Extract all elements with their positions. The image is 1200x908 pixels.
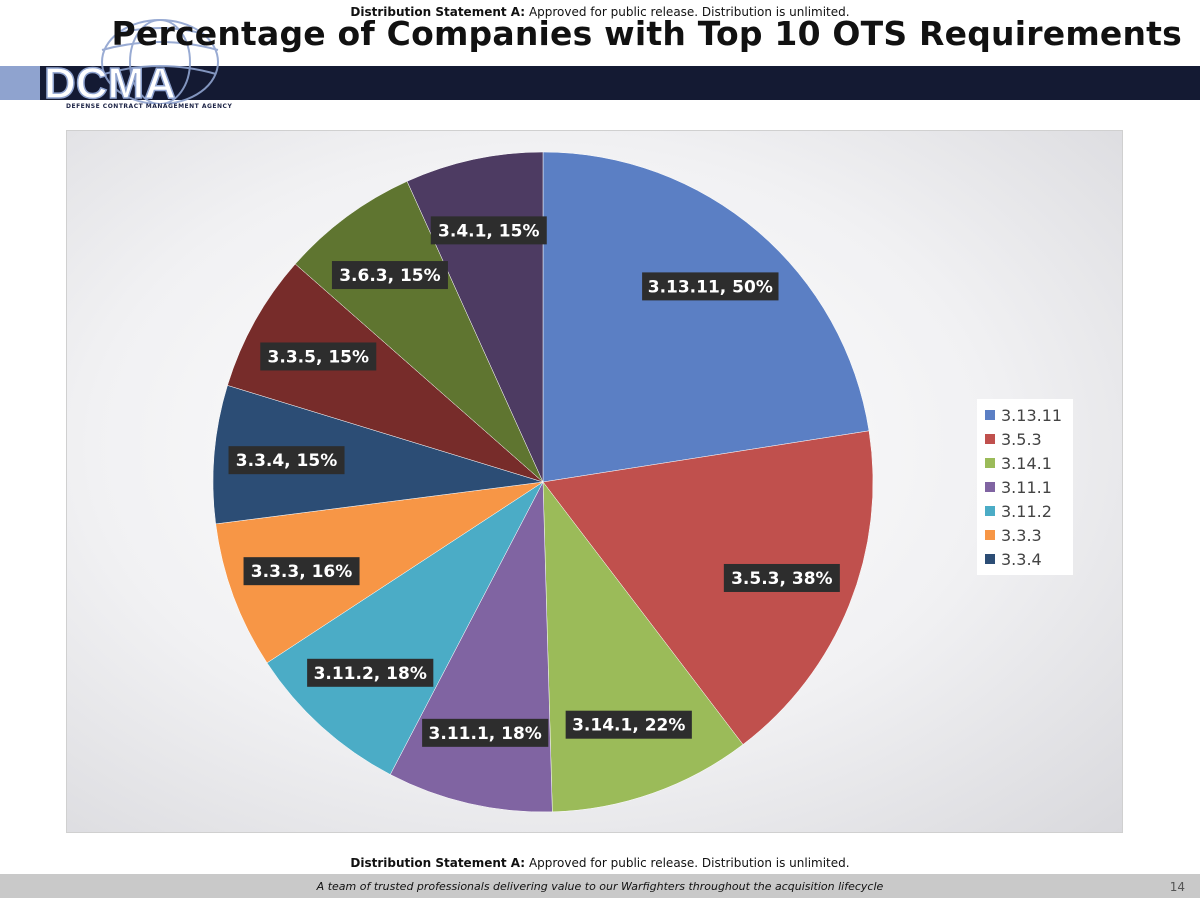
slide-title: Percentage of Companies with Top 10 OTS … [111,14,1182,53]
data-label-text: 3.5.3, 38% [731,569,832,589]
distribution-statement-top: Distribution Statement A: Approved for p… [0,5,1200,19]
data-label-box [723,563,840,592]
data-label-box [430,216,547,245]
pie-slice-3-3-5 [227,263,544,483]
data-label-text: 3.11.2, 18% [314,664,427,684]
data-label-3-13-11: 3.13.11, 50% [642,272,779,301]
data-label-3-3-4: 3.3.4, 15% [228,446,345,475]
data-label-3-14-1: 3.14.1, 22% [565,710,692,739]
pie-slice-3-5-3 [542,430,874,745]
data-label-box [307,658,434,687]
legend-label-3-11-2: 3.11.2 [1001,502,1052,521]
dcma-logo: DCMA [40,14,290,109]
pie-slice-3-13-11 [542,151,870,483]
distribution-statement-bottom: Distribution Statement A: Approved for p… [0,856,1200,870]
chart-legend: 3.13.11 3.5.3 3.14.1 3.11.1 3.11.2 3.3.3 3.3.4 [977,399,1073,575]
legend-swatch-3-14-1 [985,458,995,468]
data-label-3-5-3: 3.5.3, 38% [723,563,840,592]
footer-bar [0,874,1200,898]
header-bar [0,66,1200,100]
footer-tagline: A team of trusted professionals deliveri… [316,880,884,893]
data-label-text: 3.3.5, 15% [268,347,369,367]
data-label-box [642,272,779,301]
data-label-3-11-1: 3.11.1, 18% [422,718,549,747]
data-label-text: 3.14.1, 22% [572,716,685,736]
distribution-text-bottom: Approved for public release. Distributio… [528,856,850,870]
legend-label-3-14-1: 3.14.1 [1001,454,1052,473]
legend-swatch-3-11-2 [985,506,995,516]
legend-swatch-3-3-4 [985,554,995,564]
chart-panel: 3.13.11, 50% 3.5.3, 38% 3.14.1, 22% 3.11.1,… [66,130,1123,833]
page-number: 14 [1169,880,1185,894]
data-label-box [228,446,345,475]
data-label-text: 3.3.4, 15% [236,451,337,471]
data-label-3-3-3: 3.3.3, 16% [243,557,360,586]
legend-swatch-3-13-11 [985,410,995,420]
logo-subtitle: DEFENSE CONTRACT MANAGEMENT AGENCY [66,103,233,110]
data-label-box [260,342,377,371]
data-label-3-11-2: 3.11.2, 18% [307,658,434,687]
distribution-label: Distribution Statement A: [350,5,526,19]
logo-text: DCMA [44,59,176,104]
data-label-text: 3.6.3, 15% [339,266,440,286]
distribution-label-bottom: Distribution Statement A: [350,856,526,870]
distribution-text: Approved for public release. Distributio… [528,5,850,19]
data-label-text: 3.13.11, 50% [648,277,773,297]
data-label-text: 3.3.3, 16% [251,562,352,582]
pie-slice-3-3-3 [215,481,544,664]
header-stripe [0,66,40,100]
data-label-3-4-1: 3.4.1, 15% [430,216,547,245]
legend-label-3-13-11: 3.13.11 [1001,406,1062,425]
legend-swatch-3-11-1 [985,482,995,492]
data-label-3-6-3: 3.6.3, 15% [331,261,448,290]
legend-label-3-3-3: 3.3.3 [1001,526,1042,545]
data-label-box [422,718,549,747]
legend-swatch-3-5-3 [985,434,995,444]
globe-logo-icon: DCMA [43,19,219,109]
data-label-box [331,261,448,290]
legend-label-3-11-1: 3.11.1 [1001,478,1052,497]
pie-slice-3-11-2 [266,481,544,775]
data-label-box [243,557,360,586]
pie-slice-3-3-4 [212,385,544,525]
data-label-text: 3.4.1, 15% [438,221,539,241]
legend-swatch-3-3-3 [985,530,995,540]
legend-label-3-5-3: 3.5.3 [1001,430,1042,449]
data-label-box [565,710,692,739]
data-label-3-3-5: 3.3.5, 15% [260,342,377,371]
pie-slice-3-6-3 [294,180,544,483]
data-label-text: 3.11.1, 18% [429,724,542,744]
pie-chart: 3.13.11, 50% 3.5.3, 38% 3.14.1, 22% 3.11.1,… [212,151,1073,813]
legend-label-3-3-4: 3.3.4 [1001,550,1042,569]
